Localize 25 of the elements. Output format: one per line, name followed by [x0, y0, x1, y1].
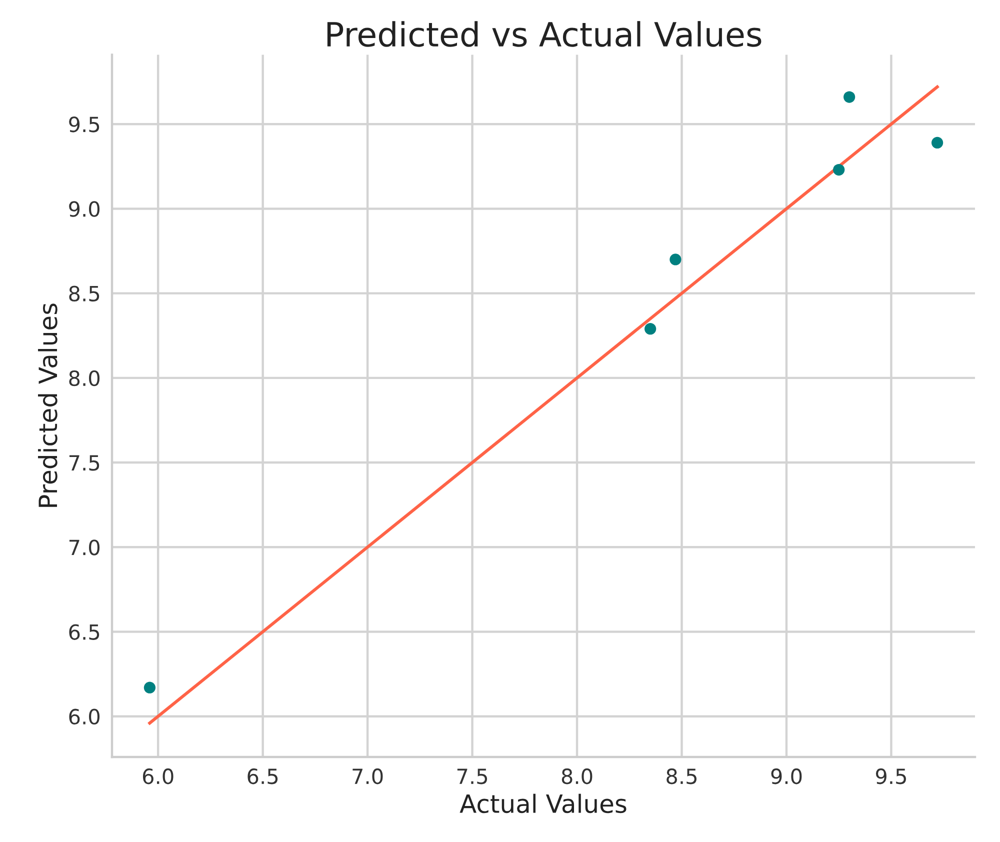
y-tick-label: 9.0 — [69, 201, 100, 217]
point — [644, 323, 656, 335]
x-tick-label: 9.5 — [876, 768, 906, 784]
chart-title: Predicted vs Actual Values — [327, 21, 762, 47]
x-tick-label: 6.0 — [142, 768, 174, 784]
point — [931, 136, 944, 149]
x-tick-label: 7.0 — [352, 768, 383, 784]
x-tick-label: 9.0 — [771, 768, 802, 784]
point — [670, 254, 682, 266]
point — [833, 164, 845, 176]
y-tick-label: 7.5 — [69, 455, 100, 471]
x-tick-label: 7.5 — [457, 768, 488, 784]
y-tick-label: 6.0 — [69, 708, 100, 725]
point — [844, 91, 856, 103]
y-tick-label: 8.0 — [69, 370, 100, 386]
y-tick-label: 8.5 — [69, 286, 100, 302]
y-tick-label: 6.5 — [69, 624, 100, 640]
x-tick-label: 8.5 — [666, 768, 696, 784]
y-tick-label: 9.5 — [69, 116, 100, 132]
x-axis-title: Actual Values — [460, 794, 626, 814]
y-tick-label: 7.0 — [69, 540, 100, 556]
point — [144, 682, 156, 694]
x-tick-label: 6.5 — [248, 768, 278, 784]
x-tick-label: 8.0 — [562, 768, 592, 784]
y-axis-title: Predicted Values — [38, 304, 58, 507]
